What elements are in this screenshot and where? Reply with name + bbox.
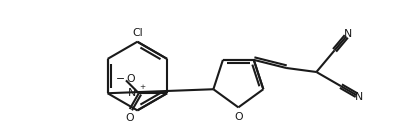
Text: Cl: Cl — [132, 28, 143, 38]
Text: O: O — [126, 113, 134, 123]
Text: +: + — [139, 84, 145, 90]
Text: O: O — [234, 112, 243, 122]
Text: N: N — [355, 92, 363, 102]
Text: O: O — [126, 74, 135, 84]
Text: N: N — [344, 29, 352, 39]
Text: N: N — [128, 88, 136, 98]
Text: −: − — [116, 74, 125, 84]
